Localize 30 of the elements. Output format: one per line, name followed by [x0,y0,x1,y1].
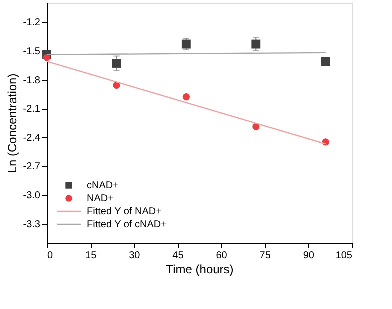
y-tick-label: -3.3 [23,219,41,230]
point [182,94,190,101]
x-tick-label: 105 [336,250,353,262]
x-tick-label: 75 [260,250,272,262]
legend-label: cNAD+ [87,180,120,192]
point [182,40,191,49]
legend-label: Fitted Y of cNAD+ [87,220,168,230]
point [113,82,120,90]
y-tick-label: -1.2 [23,18,41,29]
y-tick-label: -1.5 [23,46,41,58]
y-tick-label: -1.8 [23,75,41,86]
x-tick-label: 15 [86,250,98,262]
x-tick-label: 45 [172,250,184,262]
point [43,54,51,62]
point [252,40,261,49]
point [321,57,330,66]
x-axis-title: Time (hours) [166,262,234,276]
y-axis-title: Ln (Concentration) [5,74,20,174]
x-tick-label: 0 [48,250,54,262]
legend-label: Fitted Y of NAD+ [87,206,162,218]
y-tick-label: -2.7 [23,162,41,173]
x-tick-label: 30 [129,250,141,262]
legend-label: NAD+ [87,194,114,204]
x-tick-label: 90 [303,250,315,262]
y-tick-label: -2.4 [23,132,41,144]
point [252,123,260,130]
x-tick-label: 60 [216,250,228,262]
y-tick-label: -3.0 [23,190,41,202]
y-tick-label: -2.1 [23,104,41,116]
point [112,59,122,68]
